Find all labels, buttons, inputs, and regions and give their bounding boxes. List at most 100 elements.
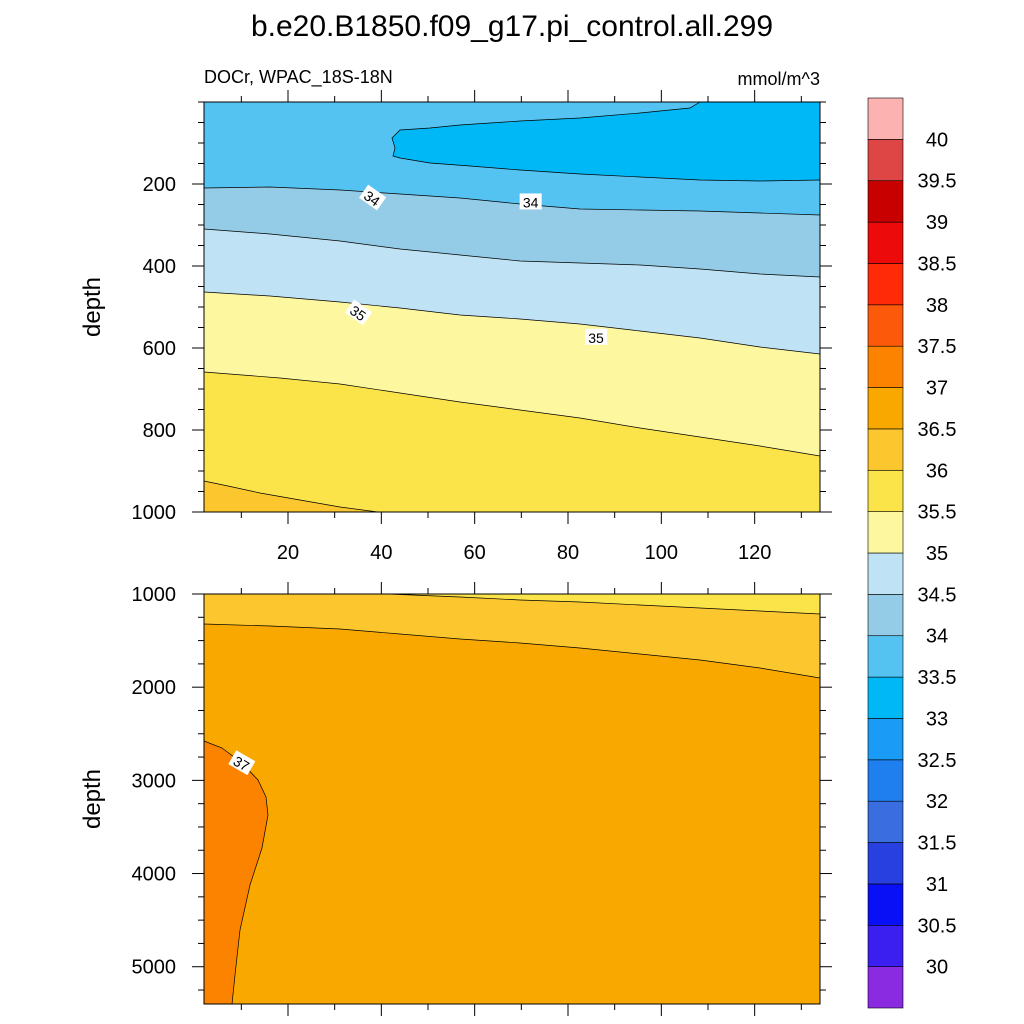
contour-line-35_5	[203, 371, 821, 457]
colorbar-swatch	[867, 759, 904, 802]
upper-panel-fills	[204, 102, 820, 512]
colorbar-label: 33.5	[918, 667, 957, 689]
contour-line-33_5	[391, 101, 821, 182]
lower-panel-frame	[203, 593, 821, 1005]
colorbar-label: 31.5	[918, 833, 957, 855]
lower-fill-36-36_5	[204, 594, 820, 678]
x-tick-label: 80	[557, 542, 579, 564]
colorbar-label: 40	[926, 129, 948, 151]
contour-label: 37	[228, 750, 256, 776]
colorbar-label: 39	[926, 212, 948, 234]
colorbar-label: 37.5	[918, 336, 957, 358]
colorbar-swatch	[867, 180, 904, 223]
colorbar-label: 30	[926, 957, 948, 979]
colorbar: 30 30.5 31 31.5 32 32.5 33 33.5 34 34.5 35 35.5 36 36…	[867, 97, 957, 1009]
contour-label: 35	[585, 328, 607, 346]
colorbar-swatch	[867, 883, 904, 926]
contour-label-text: 35	[588, 330, 604, 346]
colorbar-label: 34	[926, 626, 948, 648]
contour-label: 34	[519, 193, 542, 210]
y-tick-label: 1000	[132, 584, 177, 606]
colorbar-label: 38	[926, 295, 948, 317]
y-tick-label: 3000	[132, 770, 177, 792]
y-tick-label: 800	[143, 420, 176, 442]
y-tick-label: 4000	[132, 864, 177, 886]
figure-title: b.e20.B1850.f09_g17.pi_control.all.299	[251, 10, 773, 43]
y-tick-label: 400	[143, 256, 176, 278]
upper-panel: 34 34 35 35 200 400 600 800 1000 depth	[79, 90, 832, 524]
contour-line-36	[203, 480, 379, 513]
x-tick-label: 60	[464, 542, 486, 564]
colorbar-label: 35.5	[918, 502, 957, 524]
colorbar-swatch	[867, 387, 904, 430]
colorbar-swatch	[867, 924, 904, 967]
colorbar-label: 32.5	[918, 750, 957, 772]
colorbar-swatch	[867, 966, 904, 1009]
colorbar-label: 37	[926, 378, 948, 400]
contour-label-text: 37	[231, 753, 253, 775]
colorbar-swatch	[867, 428, 904, 471]
lower-y-axis-label: depth	[79, 769, 106, 829]
contour-label-box	[585, 328, 607, 345]
lower-fill-37-37_5	[204, 741, 268, 1004]
colorbar-swatch	[867, 718, 904, 761]
lower-panel-fills	[204, 594, 820, 1004]
upper-contour-labels: 34 34 35 35	[344, 184, 607, 346]
colorbar-swatch	[867, 304, 904, 347]
upper-y-axis-label: depth	[79, 277, 106, 337]
contour-label-box	[344, 299, 373, 326]
colorbar-swatch	[867, 139, 904, 182]
lower-fill-35_5-36	[388, 594, 820, 614]
x-tick-label: 20	[277, 542, 299, 564]
colorbar-swatch	[867, 221, 904, 264]
lower-axis-ticks: 1000 2000 3000 4000 5000	[132, 582, 832, 1016]
upper-fill-33-33_5	[392, 102, 820, 181]
colorbar-swatch	[867, 345, 904, 388]
contour-label: 35	[344, 299, 373, 326]
contour-label-box	[358, 184, 387, 211]
contour-label: 34	[358, 184, 387, 211]
y-tick-label: 600	[143, 338, 176, 360]
colorbar-label: 36	[926, 460, 948, 482]
colorbar-label: 34.5	[918, 584, 957, 606]
upper-axis-ticks: 200 400 600 800 1000	[132, 90, 832, 524]
y-tick-label: 1000	[132, 502, 177, 524]
contour-label-text: 34	[523, 194, 539, 210]
colorbar-swatch	[867, 800, 904, 843]
colorbar-swatch	[867, 594, 904, 637]
y-tick-label: 200	[143, 174, 176, 196]
contour-label-box	[228, 750, 256, 776]
colorbar-swatch	[867, 511, 904, 554]
colorbar-label: 38.5	[918, 253, 957, 275]
colorbar-swatch	[867, 552, 904, 595]
x-tick-label: 100	[645, 542, 678, 564]
x-tick-label: 120	[738, 542, 771, 564]
contour-line-36-deep	[387, 593, 821, 615]
subtitle-right: mmol/m^3	[738, 69, 820, 89]
colorbar-label: 36.5	[918, 419, 957, 441]
colorbar-swatch	[867, 469, 904, 512]
contour-line-34_5	[203, 228, 821, 278]
x-tick-label: 40	[370, 542, 392, 564]
colorbar-label: 31	[926, 874, 948, 896]
colorbar-label: 30.5	[918, 915, 957, 937]
contour-line-35	[203, 291, 821, 355]
contour-line-36_5-deep	[203, 623, 821, 679]
x-tick-labels: 20 40 60 80 100 120	[277, 542, 771, 564]
upper-fill-36-36_5	[204, 481, 378, 512]
colorbar-swatch	[867, 842, 904, 885]
colorbar-label: 35	[926, 543, 948, 565]
colorbar-swatch	[867, 263, 904, 306]
y-tick-label: 5000	[132, 957, 177, 979]
lower-contour-labels: 37	[228, 750, 256, 776]
contour-label-box	[519, 193, 542, 210]
colorbar-swatch	[867, 97, 904, 140]
colorbar-label: 33	[926, 708, 948, 730]
lower-panel: 37 1000 2000 3000 4000 5000 depth	[79, 582, 832, 1016]
colorbar-label: 32	[926, 791, 948, 813]
subtitle-left: DOCr, WPAC_18S-18N	[204, 67, 393, 88]
colorbar-swatch	[867, 635, 904, 678]
upper-contour-lines	[203, 101, 821, 513]
colorbar-swatch	[867, 676, 904, 719]
